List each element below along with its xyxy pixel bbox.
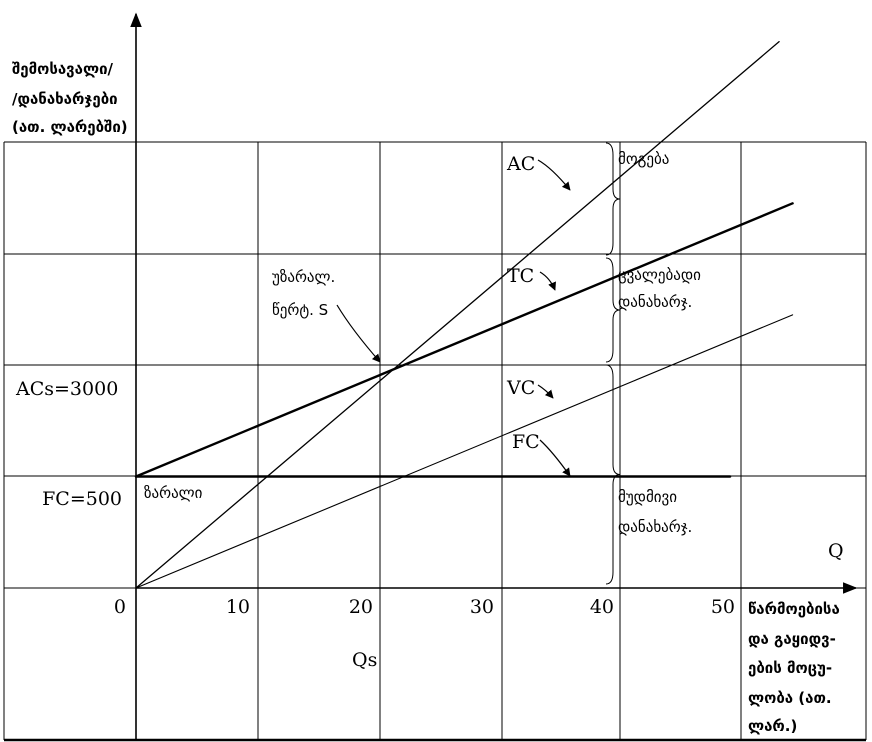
series-label-tc: TC bbox=[507, 265, 534, 287]
q-axis-symbol: Q bbox=[828, 540, 844, 562]
x-tick-label: 40 bbox=[590, 596, 614, 618]
variable-cost-brace bbox=[605, 257, 621, 363]
fixed-cost-annotation: მუდმივი დანახარჯ. bbox=[618, 488, 692, 536]
series-line-tc bbox=[134, 202, 794, 478]
fixed-cost-annotation-line: მუდმივი bbox=[618, 488, 677, 506]
x-axis-label-line: ების მოცუ- bbox=[748, 659, 832, 677]
tc-arrow bbox=[539, 271, 556, 291]
ac-arrow bbox=[537, 159, 571, 191]
fc-arrow bbox=[539, 439, 571, 477]
breakeven-annotation: უზარალ. წერტ. S bbox=[272, 268, 340, 319]
y-axis-label-line: /დანახარჯები bbox=[12, 90, 118, 108]
x-axis-label-line: და გაყიდვ- bbox=[748, 630, 836, 648]
x-axis-label-line: ლობა (ათ. bbox=[748, 689, 832, 707]
axes bbox=[4, 12, 866, 742]
loss-annotation: ზარალი bbox=[144, 484, 203, 502]
x-axis-label-line: ლარ.) bbox=[748, 717, 797, 735]
x-tick-label: 50 bbox=[711, 596, 735, 618]
label-arrows bbox=[336, 159, 571, 477]
series-line-vc bbox=[135, 314, 794, 589]
profit-brace bbox=[605, 142, 621, 256]
x-tick-label: 20 bbox=[349, 596, 373, 618]
x-axis-label: წარმოებისა და გაყიდვ- ების მოცუ- ლობა (ა… bbox=[748, 600, 845, 735]
grid bbox=[3, 141, 867, 741]
series-label-fc: FC bbox=[512, 431, 540, 453]
variable-cost-annotation-line: დანახარჯ. bbox=[618, 293, 692, 311]
fixed-cost-brace bbox=[605, 364, 621, 585]
profit-annotation: მოგება bbox=[618, 150, 669, 168]
x-tick-label: 30 bbox=[470, 596, 494, 618]
breakeven-annotation-line: უზარალ. bbox=[272, 268, 335, 286]
fixed-cost-annotation-line: დანახარჯ. bbox=[618, 518, 692, 536]
vc-arrow bbox=[537, 384, 554, 399]
x-tick-label: 0 bbox=[114, 596, 126, 618]
breakeven-annotation-line: წერტ. S bbox=[272, 301, 328, 319]
y-tick-label-fc: FC=500 bbox=[42, 488, 122, 510]
series-line-ac bbox=[135, 41, 780, 589]
braces bbox=[605, 142, 621, 585]
series-label-ac: AC bbox=[506, 153, 535, 175]
variable-cost-annotation: ცვალებადი დანახარჯ. bbox=[618, 266, 706, 311]
variable-cost-annotation-line: ცვალებადი bbox=[618, 266, 701, 284]
y-axis-label-line: (ათ. ლარებში) bbox=[12, 118, 128, 136]
x-axis-label-line: წარმოებისა bbox=[748, 600, 840, 618]
x-tick-label: 10 bbox=[226, 596, 250, 618]
series-lines bbox=[134, 41, 794, 589]
y-axis-label: შემოსავალი/ /დანახარჯები (ათ. ლარებში) bbox=[12, 60, 128, 136]
series-label-vc: VC bbox=[506, 377, 535, 399]
y-tick-label-acs: ACs=3000 bbox=[15, 378, 118, 400]
qs-label: Qs bbox=[352, 649, 377, 671]
breakeven-arrow bbox=[336, 304, 381, 363]
y-axis-label-line: შემოსავალი/ bbox=[12, 60, 114, 78]
